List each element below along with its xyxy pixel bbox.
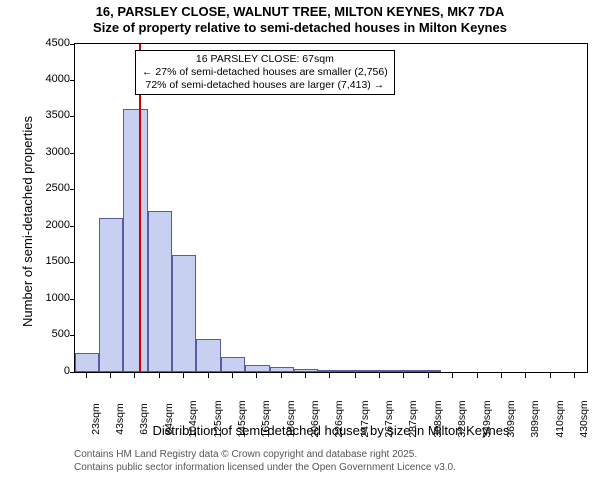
y-tick-label: 1000 [10, 292, 70, 304]
attribution-line1: Contains HM Land Registry data © Crown c… [74, 448, 588, 461]
y-tick-mark [70, 80, 75, 81]
annotation-line1: 16 PARSLEY CLOSE: 67sqm [142, 53, 388, 66]
plot-area: 16 PARSLEY CLOSE: 67sqm ← 27% of semi-de… [74, 43, 588, 373]
x-tick-label: 63sqm [138, 403, 150, 435]
y-tick-label: 3500 [10, 109, 70, 121]
x-tick-mark [452, 373, 453, 378]
attribution-line2: Contains public sector information licen… [74, 461, 588, 474]
x-tick-mark [86, 373, 87, 378]
y-tick-mark [70, 372, 75, 373]
y-tick-label: 4000 [10, 73, 70, 85]
x-tick-mark [477, 373, 478, 378]
x-tick-mark [379, 373, 380, 378]
y-axis-ticks: 050010001500200025003000350040004500 [6, 43, 74, 371]
histogram-bar [318, 370, 342, 372]
y-tick-label: 4500 [10, 37, 70, 49]
x-tick-label: 104sqm [187, 400, 199, 437]
annotation-box: 16 PARSLEY CLOSE: 67sqm ← 27% of semi-de… [135, 50, 395, 95]
y-tick-mark [70, 262, 75, 263]
y-tick-mark [70, 226, 75, 227]
x-tick-label: 145sqm [236, 400, 248, 437]
histogram-bar [294, 369, 318, 371]
x-tick-mark [550, 373, 551, 378]
y-tick-mark [70, 335, 75, 336]
x-tick-label: 186sqm [285, 400, 297, 437]
chart-title-line1: 16, PARSLEY CLOSE, WALNUT TREE, MILTON K… [6, 4, 594, 20]
x-tick-mark [329, 373, 330, 378]
histogram-bar [368, 370, 392, 372]
y-tick-label: 2000 [10, 219, 70, 231]
x-tick-label: 328sqm [456, 400, 468, 437]
histogram-bar [392, 370, 416, 372]
y-tick-mark [70, 116, 75, 117]
x-tick-label: 369sqm [505, 400, 517, 437]
histogram-bar [75, 353, 99, 371]
x-tick-mark [428, 373, 429, 378]
x-tick-mark [183, 373, 184, 378]
x-tick-label: 84sqm [163, 403, 175, 435]
x-tick-mark [232, 373, 233, 378]
histogram-bar [99, 218, 123, 371]
y-tick-label: 2500 [10, 182, 70, 194]
x-tick-label: 23sqm [90, 403, 102, 435]
x-tick-label: 308sqm [432, 400, 444, 437]
x-tick-mark [281, 373, 282, 378]
y-tick-mark [70, 153, 75, 154]
x-tick-mark [574, 373, 575, 378]
chart-container: 16, PARSLEY CLOSE, WALNUT TREE, MILTON K… [0, 0, 600, 500]
y-tick-mark [70, 44, 75, 45]
chart-title-line2: Size of property relative to semi-detach… [6, 20, 594, 36]
y-tick-label: 0 [10, 365, 70, 377]
x-tick-mark [134, 373, 135, 378]
histogram-bar [342, 370, 367, 372]
x-tick-label: 165sqm [260, 400, 272, 437]
x-tick-label: 125sqm [212, 400, 224, 437]
x-tick-mark [403, 373, 404, 378]
histogram-bar [416, 370, 441, 372]
histogram-bar [196, 339, 221, 372]
attribution-text: Contains HM Land Registry data © Crown c… [74, 448, 588, 474]
y-tick-label: 1500 [10, 255, 70, 267]
annotation-line3: 72% of semi-detached houses are larger (… [142, 79, 388, 92]
x-tick-mark [256, 373, 257, 378]
x-tick-label: 226sqm [333, 400, 345, 437]
y-tick-label: 3000 [10, 146, 70, 158]
x-tick-label: 247sqm [359, 400, 371, 437]
x-tick-label: 410sqm [554, 400, 566, 437]
x-tick-mark [525, 373, 526, 378]
x-tick-mark [159, 373, 160, 378]
x-tick-label: 206sqm [309, 400, 321, 437]
histogram-bar [123, 109, 148, 371]
histogram-bar [270, 367, 294, 371]
x-tick-label: 287sqm [407, 400, 419, 437]
x-tick-label: 43sqm [114, 403, 126, 435]
x-tick-mark [305, 373, 306, 378]
y-tick-label: 500 [10, 328, 70, 340]
x-tick-label: 349sqm [481, 400, 493, 437]
x-tick-label: 430sqm [578, 400, 590, 437]
histogram-bar [221, 357, 245, 372]
x-tick-label: 267sqm [383, 400, 395, 437]
histogram-bar [148, 211, 172, 371]
x-tick-mark [355, 373, 356, 378]
x-tick-mark [501, 373, 502, 378]
y-tick-mark [70, 189, 75, 190]
x-tick-mark [208, 373, 209, 378]
x-tick-label: 389sqm [529, 400, 541, 437]
histogram-bar [245, 365, 270, 372]
histogram-bar [172, 255, 196, 372]
annotation-line2: ← 27% of semi-detached houses are smalle… [142, 66, 388, 79]
y-tick-mark [70, 299, 75, 300]
x-tick-mark [110, 373, 111, 378]
